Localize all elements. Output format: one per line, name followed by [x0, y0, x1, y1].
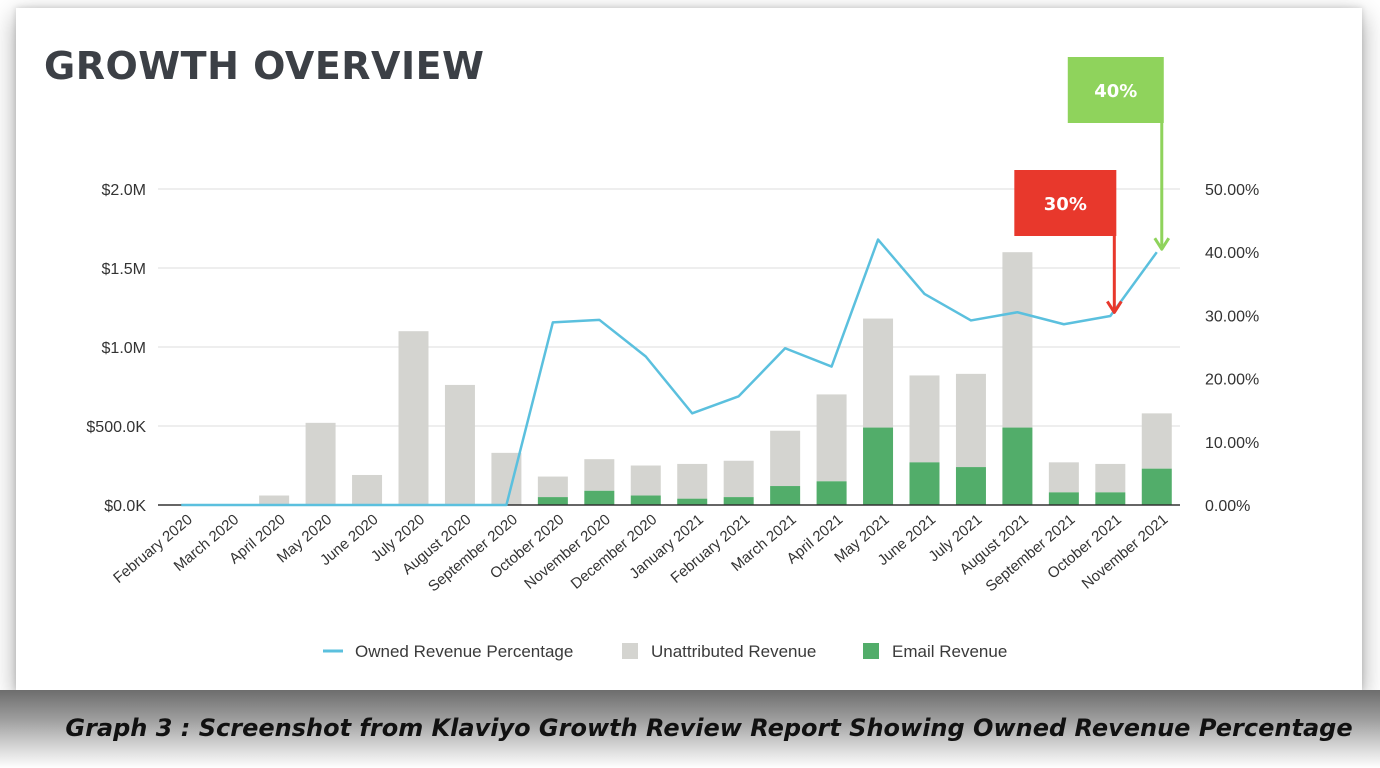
- legend-email-swatch: [863, 643, 879, 659]
- legend-label: Unattributed Revenue: [651, 642, 816, 661]
- bar-unattributed: [584, 459, 615, 491]
- bar-email: [677, 498, 708, 505]
- bar-unattributed: [1095, 463, 1126, 493]
- y-left-tick-label: $1.0M: [102, 340, 146, 357]
- bar-email: [816, 481, 847, 505]
- bar-unattributed: [398, 331, 429, 505]
- callout-arrow-head: [1153, 237, 1171, 251]
- y-left-tick-label: $1.5M: [102, 261, 146, 278]
- callout-label: 30%: [1044, 194, 1087, 215]
- x-tick-label: February 2020: [110, 511, 196, 587]
- bar-unattributed: [909, 375, 940, 463]
- callout-box: [1067, 57, 1164, 123]
- bar-email: [770, 486, 801, 505]
- y-left-tick-label: $0.0K: [104, 498, 146, 515]
- bar-email: [584, 490, 615, 505]
- y-right-tick-label: 0.00%: [1205, 498, 1250, 515]
- y-right-tick-label: 40.00%: [1205, 245, 1259, 262]
- bar-unattributed: [863, 318, 894, 428]
- y-right-tick-label: 30.00%: [1205, 308, 1259, 325]
- bar-unattributed: [1141, 413, 1172, 469]
- x-tick-label: November 2021: [1079, 511, 1172, 593]
- legend-label: Owned Revenue Percentage: [355, 642, 573, 661]
- callout-label: 40%: [1094, 81, 1137, 102]
- bar-unattributed: [770, 430, 801, 487]
- bar-unattributed: [1048, 462, 1079, 493]
- bar-unattributed: [816, 394, 847, 482]
- growth-chart: $0.0K $500.0K $1.0M $1.5M $2.0M 0.00% 10.00% 20…: [86, 57, 1259, 661]
- bar-unattributed: [677, 463, 708, 499]
- bar-email: [1095, 492, 1126, 505]
- y-left-tick-label: $2.0M: [102, 182, 146, 199]
- bar-unattributed: [1002, 252, 1033, 428]
- figure-caption: Graph 3 : Screenshot from Klaviyo Growth…: [65, 714, 1353, 742]
- bar-unattributed: [955, 373, 986, 468]
- y-right-tick-label: 10.00%: [1205, 435, 1259, 452]
- bar-email: [537, 497, 568, 505]
- bar-email: [909, 462, 940, 505]
- bar-email: [863, 427, 894, 505]
- y-right-tick-label: 50.00%: [1205, 182, 1259, 199]
- bar-unattributed: [352, 474, 383, 505]
- y-right-tick-label: 20.00%: [1205, 372, 1259, 389]
- bottom-shadow-band: [0, 690, 1380, 768]
- bar-unattributed: [630, 465, 661, 496]
- bar-unattributed: [259, 495, 290, 505]
- bar-email: [1002, 427, 1033, 505]
- bar-email: [723, 497, 754, 505]
- bar-unattributed: [537, 476, 568, 498]
- callout-box: [1014, 170, 1117, 236]
- bar-unattributed: [305, 422, 336, 505]
- legend-unattributed-swatch: [622, 643, 638, 659]
- line-owned-revenue-percentage: [181, 238, 1158, 507]
- bar-unattributed: [444, 384, 475, 505]
- bar-email: [1141, 468, 1172, 505]
- bar-email: [630, 495, 661, 505]
- bar-email: [1048, 492, 1079, 505]
- callout-arrow-head: [1106, 300, 1123, 314]
- y-left-tick-label: $500.0K: [86, 419, 146, 436]
- bar-email: [955, 467, 986, 505]
- page-title: GROWTH OVERVIEW: [44, 44, 485, 88]
- x-tick-label: February 2021: [668, 511, 754, 587]
- bar-unattributed: [723, 460, 754, 498]
- legend-label: Email Revenue: [892, 642, 1007, 661]
